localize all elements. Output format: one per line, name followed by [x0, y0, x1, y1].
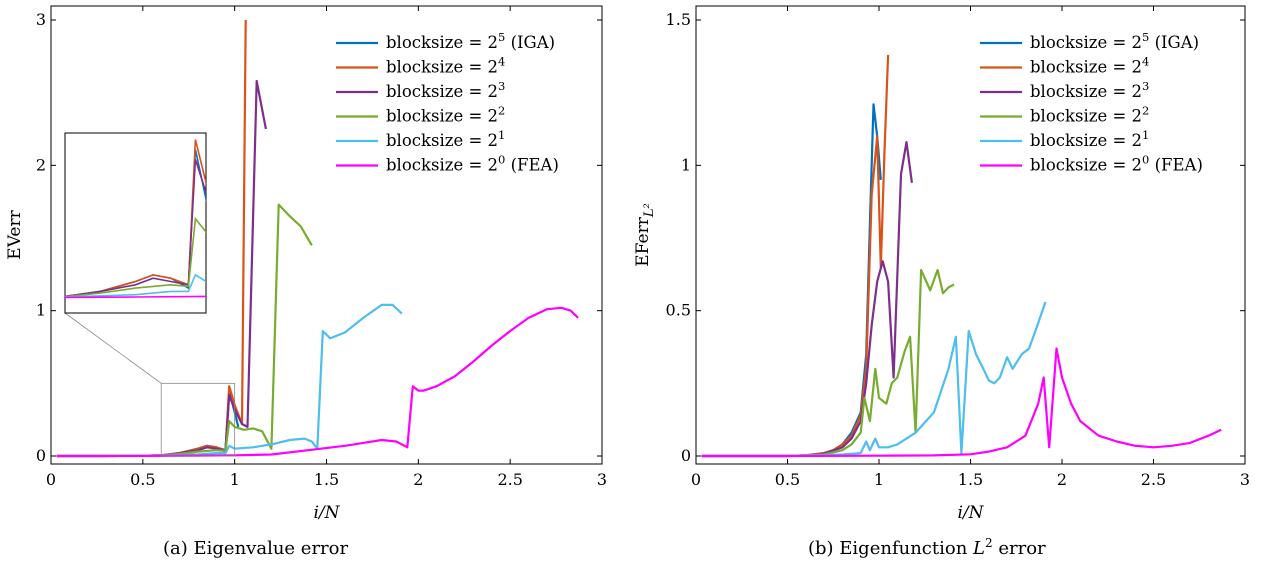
x-tick-label: 1: [874, 470, 884, 489]
x-tick-label: 3: [597, 470, 607, 489]
legend: blocksize = 25 (IGA)blocksize = 24blocks…: [980, 30, 1203, 175]
series-line-4: [701, 301, 1047, 458]
x-tick-label: 0.5: [130, 470, 155, 489]
legend-entry: blocksize = 22: [386, 104, 505, 126]
y-tick-label: 1.5: [666, 10, 691, 29]
inset-series-line-4: [65, 273, 206, 298]
legend-entry: blocksize = 20 (FEA): [386, 153, 559, 175]
zoom-connector: [64, 312, 162, 384]
chart-panel-b: 0 0.5 1 1.5 2 2.5 3 0 0.5 1 1.5 i/N EFerrL² blocksize…: [633, 5, 1250, 559]
legend-entry: blocksize = 25 (IGA): [1030, 30, 1199, 52]
x-axis-label: i/N: [313, 503, 340, 523]
x-tick-label: 1: [230, 470, 240, 489]
x-tick-label: 1.5: [314, 470, 339, 489]
inset-series-line-2: [65, 159, 206, 298]
x-axis-label: i/N: [957, 503, 984, 523]
x-tick-label: 0.5: [775, 470, 800, 489]
panel-caption: (a) Eigenvalue error: [163, 538, 348, 559]
y-tick-label: 1: [681, 155, 691, 174]
series-line-5: [701, 347, 1222, 458]
series-line-1: [701, 54, 890, 458]
series-line-0: [701, 103, 882, 458]
series-line-3: [701, 268, 955, 458]
legend-entry: blocksize = 25 (IGA): [386, 30, 555, 52]
x-tick-label: 2.5: [497, 470, 522, 489]
x-tick-label: 2.5: [1141, 470, 1166, 489]
y-tick-label: 0: [681, 446, 691, 465]
panel-caption: (b) Eigenfunction L2 error: [808, 536, 1046, 559]
zoom-box: [160, 382, 236, 457]
x-tick-label: 2: [1057, 470, 1067, 489]
legend-entry: blocksize = 20 (FEA): [1030, 153, 1203, 175]
y-tick-label: 2: [36, 155, 46, 174]
y-tick-label: 0: [36, 446, 46, 465]
chart-panel-a: 0 0.5 1 1.5 2 2.5 3 0 1 2 3 i/N EVerr blocksize = 25 …: [5, 5, 607, 559]
legend-entry: blocksize = 21: [1030, 128, 1149, 150]
inset: [64, 132, 236, 457]
x-tick-label: 2: [413, 470, 423, 489]
series-line-2: [701, 141, 913, 458]
series-line-4: [56, 303, 403, 458]
legend-entry: blocksize = 23: [386, 79, 505, 101]
legend-entry: blocksize = 23: [1030, 79, 1149, 101]
y-tick-label: 1: [36, 301, 46, 320]
legend-entry: blocksize = 24: [1030, 55, 1149, 77]
x-tick-label: 0: [46, 470, 56, 489]
inset-series-line-1: [65, 139, 206, 298]
inset-series-line-3: [65, 216, 206, 298]
x-tick-label: 0: [691, 470, 701, 489]
legend-entry: blocksize = 21: [386, 128, 505, 150]
y-axis-label: EVerr: [5, 209, 25, 259]
plot-frame: [695, 5, 1246, 465]
series-line-5: [56, 306, 579, 458]
y-tick-label: 3: [36, 10, 46, 29]
y-axis-label: EFerrL²: [633, 203, 657, 266]
y-tick-label: 0.5: [666, 301, 691, 320]
x-tick-label: 3: [1240, 470, 1250, 489]
legend-entry: blocksize = 24: [386, 55, 505, 77]
inset-series-line-5: [65, 295, 206, 299]
series-group: [701, 54, 1222, 458]
legend-entry: blocksize = 22: [1030, 104, 1149, 126]
legend: blocksize = 25 (IGA)blocksize = 24blocks…: [336, 30, 559, 175]
x-tick-label: 1.5: [958, 470, 983, 489]
